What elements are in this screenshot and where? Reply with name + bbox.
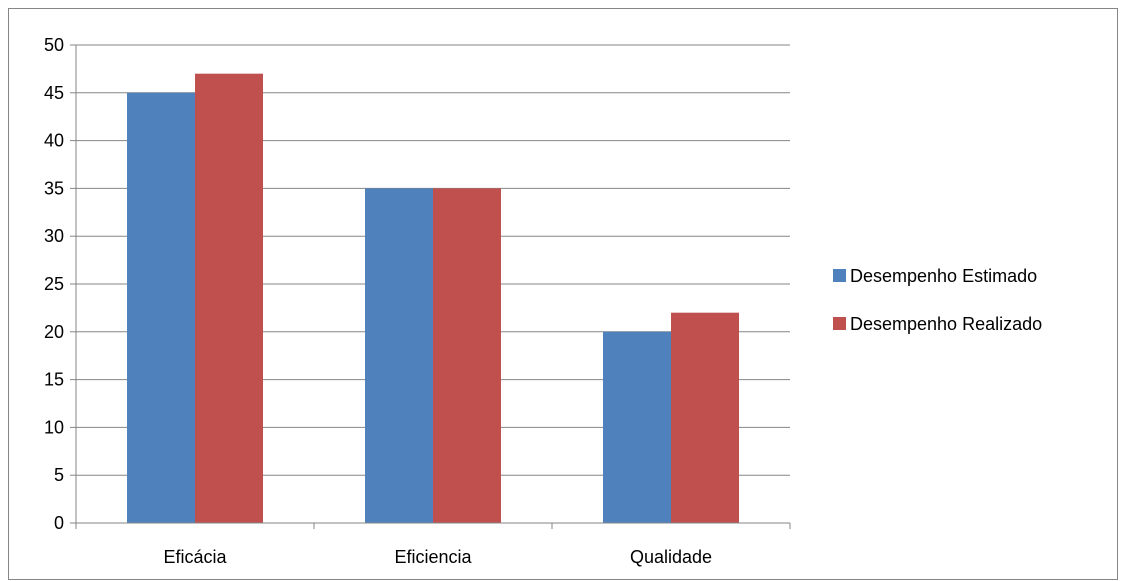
y-tick-labels: 0 5 10 15 20 25 30 35 40 45 50 (44, 35, 64, 533)
legend-swatch (833, 269, 846, 282)
legend: Desempenho Estimado Desempenho Realizado (833, 266, 1042, 334)
y-tick-label: 25 (44, 274, 64, 294)
y-tick-label: 35 (44, 178, 64, 198)
y-tick-label: 30 (44, 226, 64, 246)
x-tick-label: Qualidade (630, 547, 712, 567)
bar-desempenho-realizado (195, 73, 263, 524)
y-tick-label: 20 (44, 322, 64, 342)
y-tick-label: 40 (44, 131, 64, 151)
bar-desempenho-realizado (433, 188, 501, 523)
bars (127, 73, 739, 524)
y-tick-label: 50 (44, 35, 64, 55)
bar-desempenho-estimado (603, 331, 671, 523)
x-tick-label: Eficácia (163, 547, 227, 567)
y-tick-label: 10 (44, 417, 64, 437)
y-tick-label: 5 (54, 465, 64, 485)
x-tick-labels: Eficácia Eficiencia Qualidade (163, 547, 712, 567)
bar-desempenho-realizado (671, 312, 739, 523)
legend-label: Desempenho Estimado (850, 266, 1037, 286)
legend-swatch (833, 317, 846, 330)
y-tick-label: 15 (44, 370, 64, 390)
legend-label: Desempenho Realizado (850, 314, 1042, 334)
y-tick-label: 45 (44, 83, 64, 103)
x-tick-label: Eficiencia (394, 547, 472, 567)
bar-desempenho-estimado (365, 188, 433, 523)
axes (70, 44, 791, 529)
bar-desempenho-estimado (127, 92, 195, 524)
y-tick-label: 0 (54, 513, 64, 533)
